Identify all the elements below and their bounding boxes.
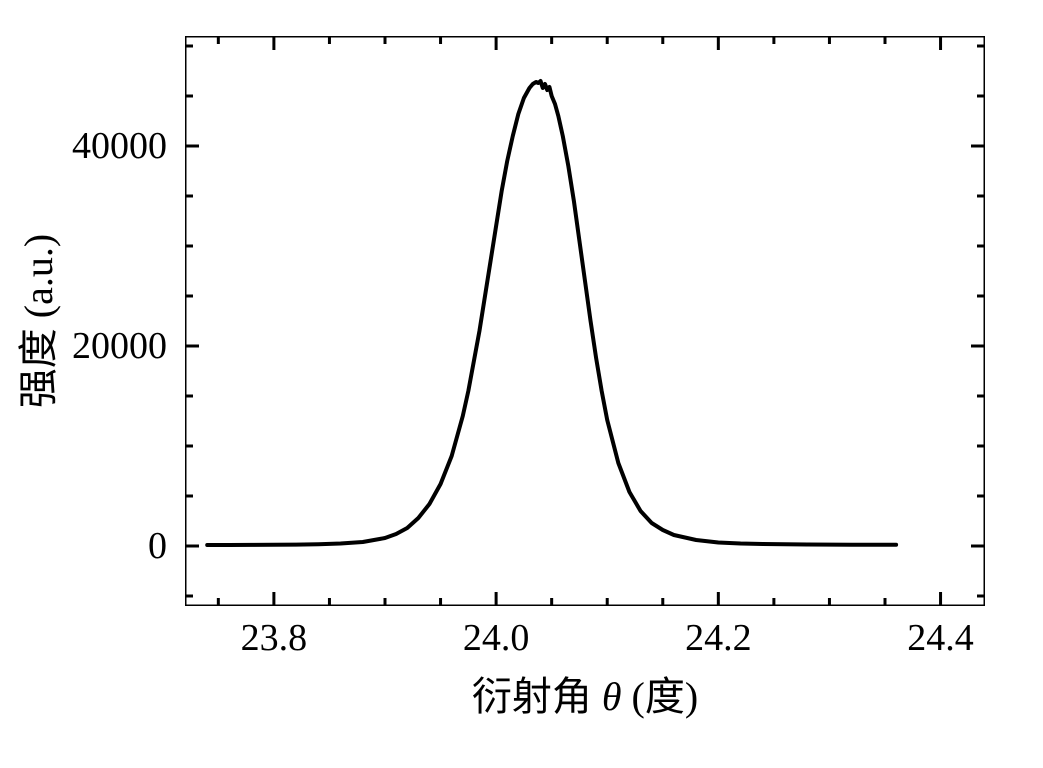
x-tick-label: 24.0	[463, 616, 530, 660]
y-axis-title: 强度 (a.u.)	[6, 234, 64, 408]
x-axis-title-suffix: (度)	[622, 674, 699, 719]
y-axis-title-unit: (a.u.)	[16, 234, 61, 328]
x-tick-label: 24.4	[907, 616, 974, 660]
plot-area	[185, 36, 985, 606]
y-tick-label: 40000	[37, 124, 167, 168]
plot-svg	[185, 36, 985, 606]
y-tick-label: 0	[37, 524, 167, 568]
xrd-chart: 强度 (a.u.) 衍射角 θ (度) 0 20000 40000 23.8 24.0 2…	[0, 0, 1043, 768]
x-axis-title-symbol: θ	[602, 674, 622, 719]
x-axis-title-prefix: 衍射角	[472, 674, 602, 719]
y-tick-label: 20000	[37, 324, 167, 368]
x-axis-title: 衍射角 θ (度)	[472, 664, 698, 722]
x-tick-label: 23.8	[241, 616, 308, 660]
x-tick-label: 24.2	[685, 616, 752, 660]
